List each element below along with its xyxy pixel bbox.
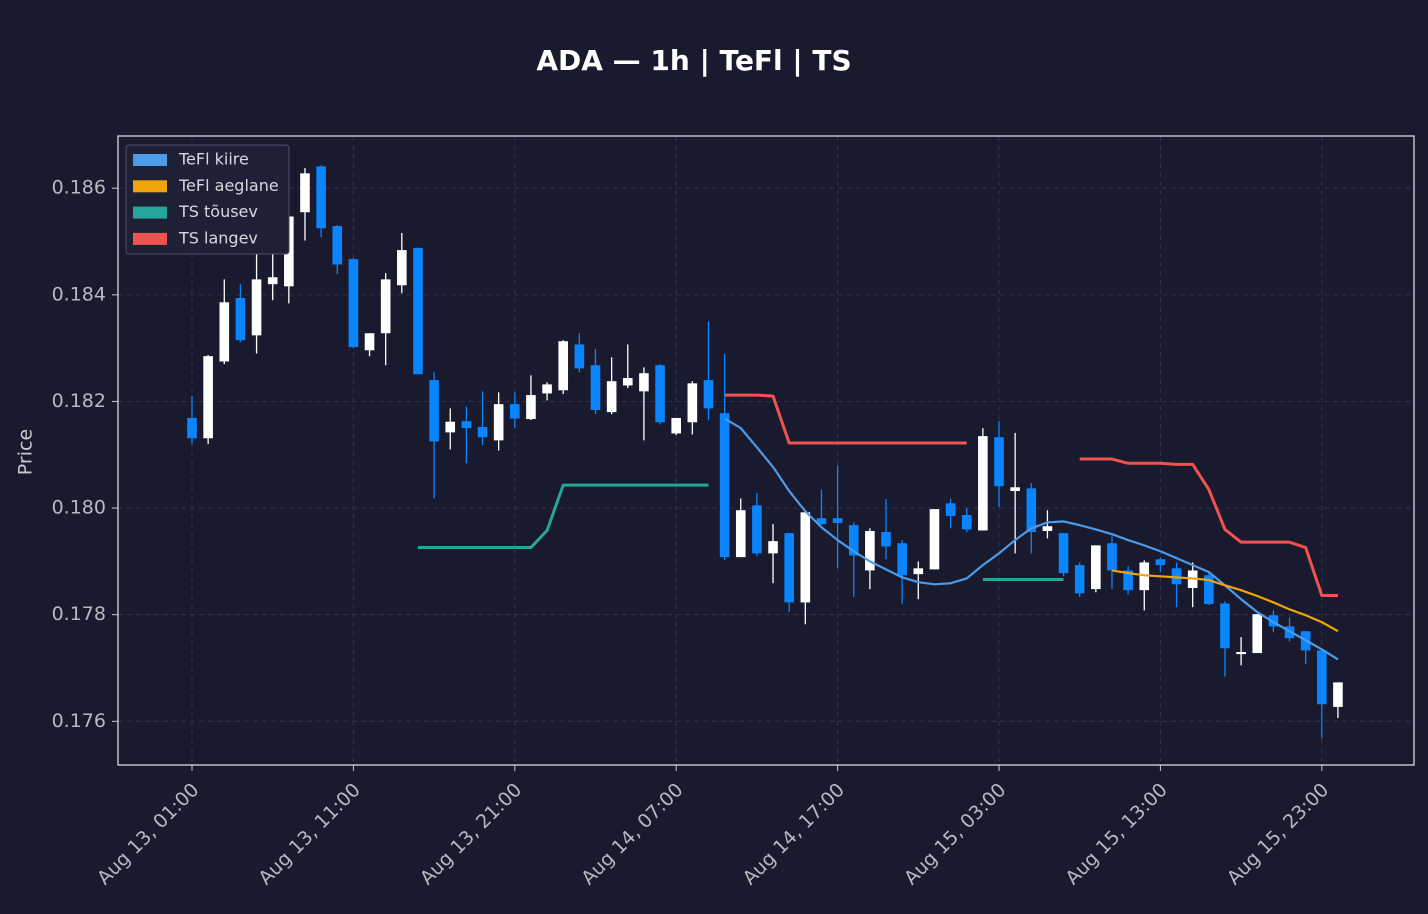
candle-body: [590, 365, 601, 410]
candle-body: [461, 421, 472, 429]
candle-body: [1252, 614, 1263, 654]
candle-body: [1026, 488, 1037, 533]
candle-body: [251, 279, 262, 336]
x-tick-label: Aug 15, 13:00: [1061, 779, 1171, 889]
candle-body: [1155, 559, 1166, 566]
candle-body: [380, 279, 391, 334]
y-tick-label: 0.182: [52, 390, 106, 412]
candle-body: [542, 384, 552, 394]
candle-body: [978, 436, 988, 531]
candle-body: [267, 277, 278, 285]
y-tick-label: 0.176: [52, 710, 106, 732]
candle-body: [1333, 682, 1343, 707]
candle-body: [397, 250, 407, 286]
candle-body: [526, 395, 536, 420]
candle-body: [1010, 487, 1020, 492]
candle-body: [348, 259, 359, 348]
legend-swatch: [133, 180, 167, 193]
y-tick-label: 0.178: [52, 603, 106, 625]
candle-body: [622, 378, 633, 386]
x-tick-label: Aug 15, 03:00: [900, 779, 1010, 889]
candle-body: [219, 302, 230, 362]
legend-label: TS tõusev: [178, 202, 258, 221]
indicator-line: [417, 483, 709, 550]
indicator-line: [1079, 457, 1338, 597]
candle-body: [1220, 603, 1230, 649]
candle-body: [558, 341, 569, 391]
candle-body: [1074, 565, 1085, 594]
legend-label: TeFl aeglane: [178, 176, 279, 195]
candle-body: [832, 518, 843, 523]
candle-body: [300, 173, 310, 213]
candle-body: [865, 530, 875, 571]
candle-body: [445, 421, 456, 433]
candle-body: [768, 541, 778, 554]
indicator-line: [724, 417, 1339, 661]
indicator-line: [724, 393, 967, 445]
candle-body: [235, 298, 246, 341]
candle-body: [203, 356, 213, 439]
candle-body: [1042, 526, 1053, 531]
candle-body: [816, 518, 827, 525]
legend-label: TS langev: [178, 228, 258, 247]
x-tick-label: Aug 14, 17:00: [739, 779, 849, 889]
candle-body: [1268, 615, 1279, 627]
candle-body: [1317, 650, 1327, 705]
candle-body: [316, 166, 326, 229]
candle-body: [735, 510, 746, 558]
candle-body: [703, 380, 714, 409]
candle-body: [639, 373, 649, 392]
candle-body: [364, 333, 375, 351]
candle-body: [994, 437, 1004, 487]
candle-body: [1123, 570, 1133, 591]
legend-box: [125, 144, 290, 255]
candle-body: [671, 417, 681, 434]
y-tick-label: 0.180: [52, 497, 106, 519]
candle-body: [961, 514, 972, 530]
candle-body: [332, 226, 343, 265]
candle-body: [493, 404, 504, 441]
candle-body: [655, 365, 665, 423]
x-tick-label: Aug 13, 11:00: [254, 779, 364, 889]
plot-frame: [117, 135, 1415, 766]
candle-body: [606, 381, 617, 413]
y-tick-label: 0.186: [52, 177, 106, 199]
candle-body: [929, 509, 940, 570]
chart-title: ADA — 1h | TeFl | TS: [536, 44, 851, 77]
legend-swatch: [133, 206, 167, 219]
candle-body: [510, 404, 520, 419]
x-tick-label: Aug 13, 21:00: [416, 779, 526, 889]
y-axis-label: Price: [15, 429, 37, 475]
candle-body: [1091, 545, 1101, 590]
candle-body: [881, 532, 891, 547]
candle-body: [800, 512, 811, 603]
candle-body: [574, 344, 585, 369]
candle-body: [719, 413, 730, 558]
candle-body: [1058, 533, 1069, 574]
x-tick-label: Aug 14, 07:00: [577, 779, 687, 889]
candle-body: [752, 505, 762, 554]
x-tick-label: Aug 13, 01:00: [93, 779, 203, 889]
candle-body: [477, 427, 488, 438]
legend-swatch: [133, 232, 167, 245]
candle-body: [687, 383, 698, 423]
legend-swatch: [133, 154, 167, 166]
indicator-line: [1111, 569, 1339, 633]
candle-body: [913, 568, 924, 575]
candle-body: [1107, 543, 1117, 571]
candle-body: [784, 533, 794, 603]
candle-body: [945, 503, 956, 517]
candle-body: [1204, 575, 1214, 605]
candle-body: [848, 525, 859, 556]
y-tick-label: 0.184: [52, 283, 106, 305]
x-tick-label: Aug 15, 23:00: [1223, 779, 1333, 889]
candle-body: [1236, 651, 1246, 655]
candle-body: [413, 247, 423, 375]
candle-body: [187, 417, 197, 439]
candle-body: [897, 543, 907, 576]
candle-body: [429, 380, 439, 442]
legend-label: TeFl kiire: [178, 150, 249, 169]
